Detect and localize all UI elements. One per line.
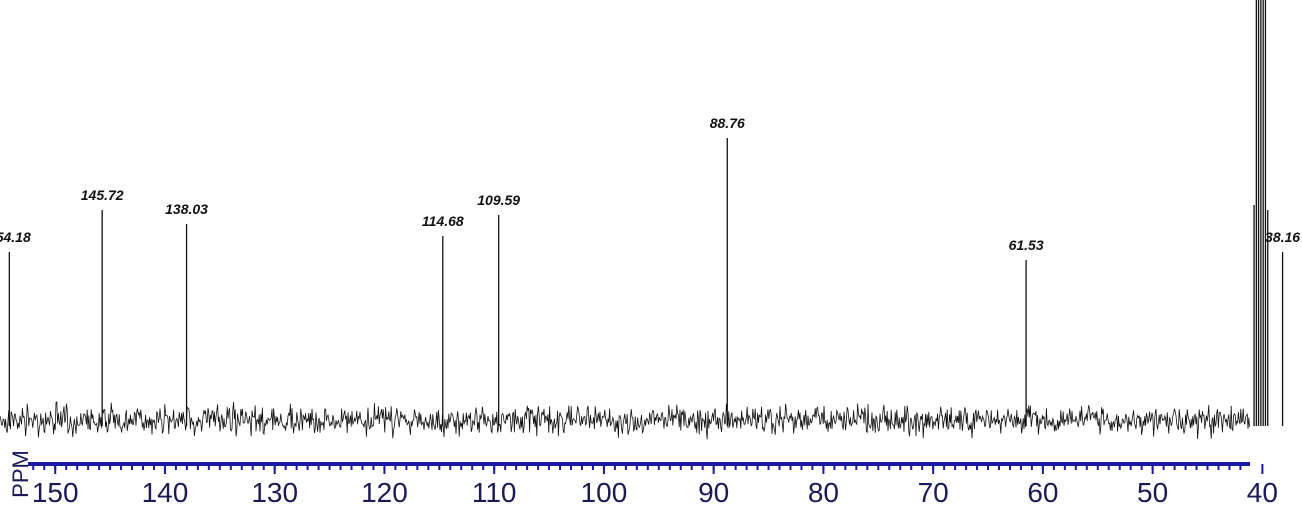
x-tick-label: 60 [1027,477,1058,508]
x-tick-label: 150 [32,477,79,508]
x-tick-label: 90 [698,477,729,508]
x-tick-label: 40 [1247,477,1278,508]
noise [0,400,1250,440]
x-tick-label: 120 [361,477,408,508]
x-tick-label: 100 [581,477,628,508]
peak-label: 154.18 [0,229,31,245]
x-axis-label: PPM [8,450,33,498]
peak-label: 145.72 [81,187,124,203]
x-tick-label: 80 [808,477,839,508]
peak-label: 61.53 [1009,237,1044,253]
x-tick-label: 50 [1137,477,1168,508]
peak-label: 114.68 [422,213,464,229]
peak-label: 109.59 [477,192,520,208]
x-tick-label: 110 [472,477,517,508]
x-tick-label: 70 [918,477,949,508]
peak-label: 38.16 [1265,229,1300,245]
x-tick-label: 130 [251,477,298,508]
x-tick-label: 140 [142,477,189,508]
peak-label: 138.03 [165,201,208,217]
peak-label: 88.76 [710,115,745,131]
